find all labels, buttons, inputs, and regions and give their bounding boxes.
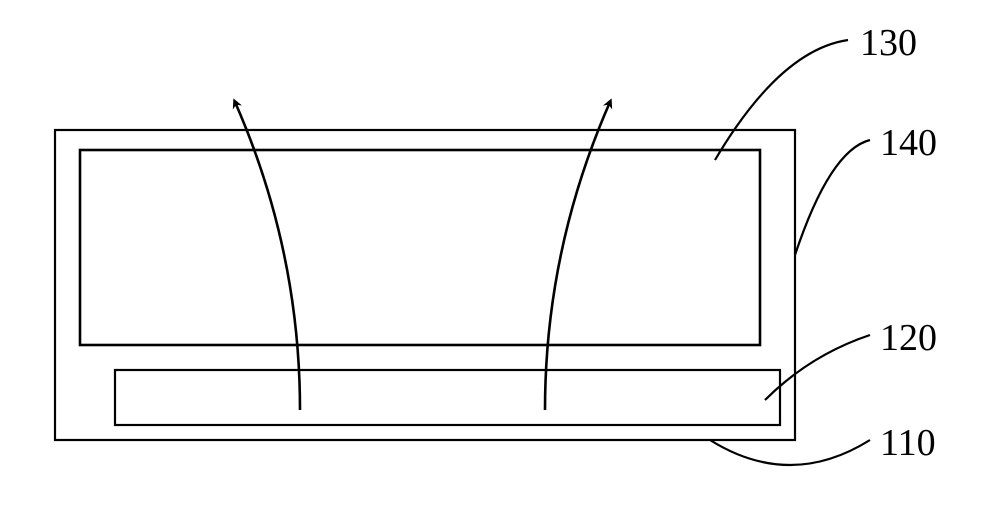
diagram-svg: 130 140 120 110 [0,0,1000,525]
label-110: 110 [880,422,936,464]
leader-line-130 [715,40,848,160]
label-120: 120 [880,317,937,359]
upper-inner-rect [80,150,760,345]
label-140: 140 [880,122,937,164]
lower-inner-rect [115,370,780,425]
leader-line-140 [795,140,870,255]
flow-arrow-left [235,102,300,410]
flow-arrow-right [545,102,610,410]
leader-line-110 [710,440,870,465]
outer-frame-rect [55,130,795,440]
label-130: 130 [860,22,917,64]
